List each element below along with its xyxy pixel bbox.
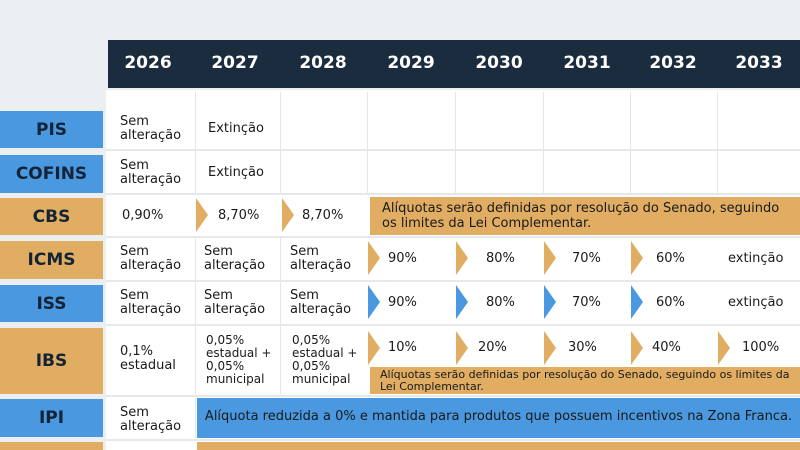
row-divider	[106, 395, 800, 397]
cofins-2027: Extinção	[208, 165, 264, 180]
grid-line	[367, 92, 368, 194]
row-label-cbs: CBS	[0, 198, 103, 235]
ibs-2030: 20%	[478, 340, 507, 355]
arrow-icon	[456, 331, 468, 365]
grid-line	[280, 238, 281, 394]
row-label-cofins: COFINS	[0, 155, 103, 193]
arrow-icon	[368, 241, 380, 275]
ipi-2026: Sem alteração	[120, 405, 182, 434]
pis-2027: Extinção	[208, 121, 264, 136]
ipi-note: Alíquota reduzida a 0% e mantida para pr…	[197, 398, 800, 438]
iss-2032: 60%	[656, 295, 685, 310]
row-label-iss: ISS	[0, 285, 103, 322]
row-divider	[106, 149, 800, 151]
grid-line	[280, 92, 281, 194]
iss-2031: 70%	[572, 295, 601, 310]
years-header	[108, 40, 800, 88]
cbs-note: Alíquotas serão definidas por resolução …	[370, 197, 800, 235]
icms-2026: Sem alteração	[120, 244, 182, 273]
ibs-2033: 100%	[742, 340, 780, 355]
year-2030: 2030	[475, 53, 523, 73]
iss-2026: Sem alteração	[120, 288, 182, 317]
row-divider	[106, 280, 800, 282]
icms-2030: 80%	[486, 251, 515, 266]
year-2032: 2032	[649, 53, 697, 73]
icms-2033: extinção	[728, 251, 784, 266]
row-divider	[106, 324, 800, 326]
grid-line	[195, 92, 196, 194]
arrow-icon	[718, 331, 730, 365]
ibs-2026: 0,1% estadual	[120, 344, 176, 373]
arrow-icon	[631, 285, 643, 319]
row-label-ibs: IBS	[0, 328, 103, 394]
iss-2030: 80%	[486, 295, 515, 310]
arrow-icon	[456, 241, 468, 275]
ibs-2029: 10%	[388, 340, 417, 355]
grid-line	[455, 92, 456, 194]
grid-line	[195, 398, 196, 438]
row-divider	[106, 193, 800, 195]
arrow-icon	[196, 198, 208, 232]
arrow-icon	[456, 285, 468, 319]
arrow-icon	[368, 285, 380, 319]
grid-line	[543, 92, 544, 194]
arrow-icon	[282, 198, 294, 232]
arrow-icon	[631, 241, 643, 275]
pis-2026: Sem alteração	[120, 114, 182, 143]
grid-line	[717, 92, 718, 194]
row-label-pis: PIS	[0, 111, 103, 148]
next-row-bar	[197, 442, 800, 450]
row-label-next	[0, 442, 103, 450]
cbs-2026: 0,90%	[122, 208, 164, 223]
arrow-icon	[544, 331, 556, 365]
year-2029: 2029	[387, 53, 435, 73]
cbs-2028: 8,70%	[302, 208, 344, 223]
year-2033: 2033	[735, 53, 783, 73]
icms-2028: Sem alteração	[290, 244, 352, 273]
cbs-2027: 8,70%	[218, 208, 260, 223]
arrow-icon	[368, 331, 380, 365]
year-2026: 2026	[124, 53, 172, 73]
ibs-note: Alíquotas serão definidas por resolução …	[370, 367, 800, 394]
icms-2029: 90%	[388, 251, 417, 266]
iss-2027: Sem alteração	[204, 288, 266, 317]
icms-2031: 70%	[572, 251, 601, 266]
arrow-icon	[631, 331, 643, 365]
arrow-icon	[544, 285, 556, 319]
iss-2033: extinção	[728, 295, 784, 310]
ibs-2032: 40%	[652, 340, 681, 355]
grid-line	[195, 238, 196, 394]
icms-2032: 60%	[656, 251, 685, 266]
ibs-2027: 0,05% estadual + 0,05% municipal	[206, 333, 272, 386]
year-2027: 2027	[211, 53, 259, 73]
row-divider	[106, 439, 800, 441]
ibs-2028: 0,05% estadual + 0,05% municipal	[292, 333, 358, 386]
ibs-2031: 30%	[568, 340, 597, 355]
arrow-icon	[544, 241, 556, 275]
year-2028: 2028	[299, 53, 347, 73]
icms-2027: Sem alteração	[204, 244, 266, 273]
cofins-2026: Sem alteração	[120, 158, 182, 187]
iss-2029: 90%	[388, 295, 417, 310]
iss-2028: Sem alteração	[290, 288, 352, 317]
row-label-icms: ICMS	[0, 241, 103, 279]
row-label-ipi: IPI	[0, 399, 103, 437]
grid-line	[630, 92, 631, 194]
year-2031: 2031	[563, 53, 611, 73]
row-divider	[106, 236, 800, 238]
